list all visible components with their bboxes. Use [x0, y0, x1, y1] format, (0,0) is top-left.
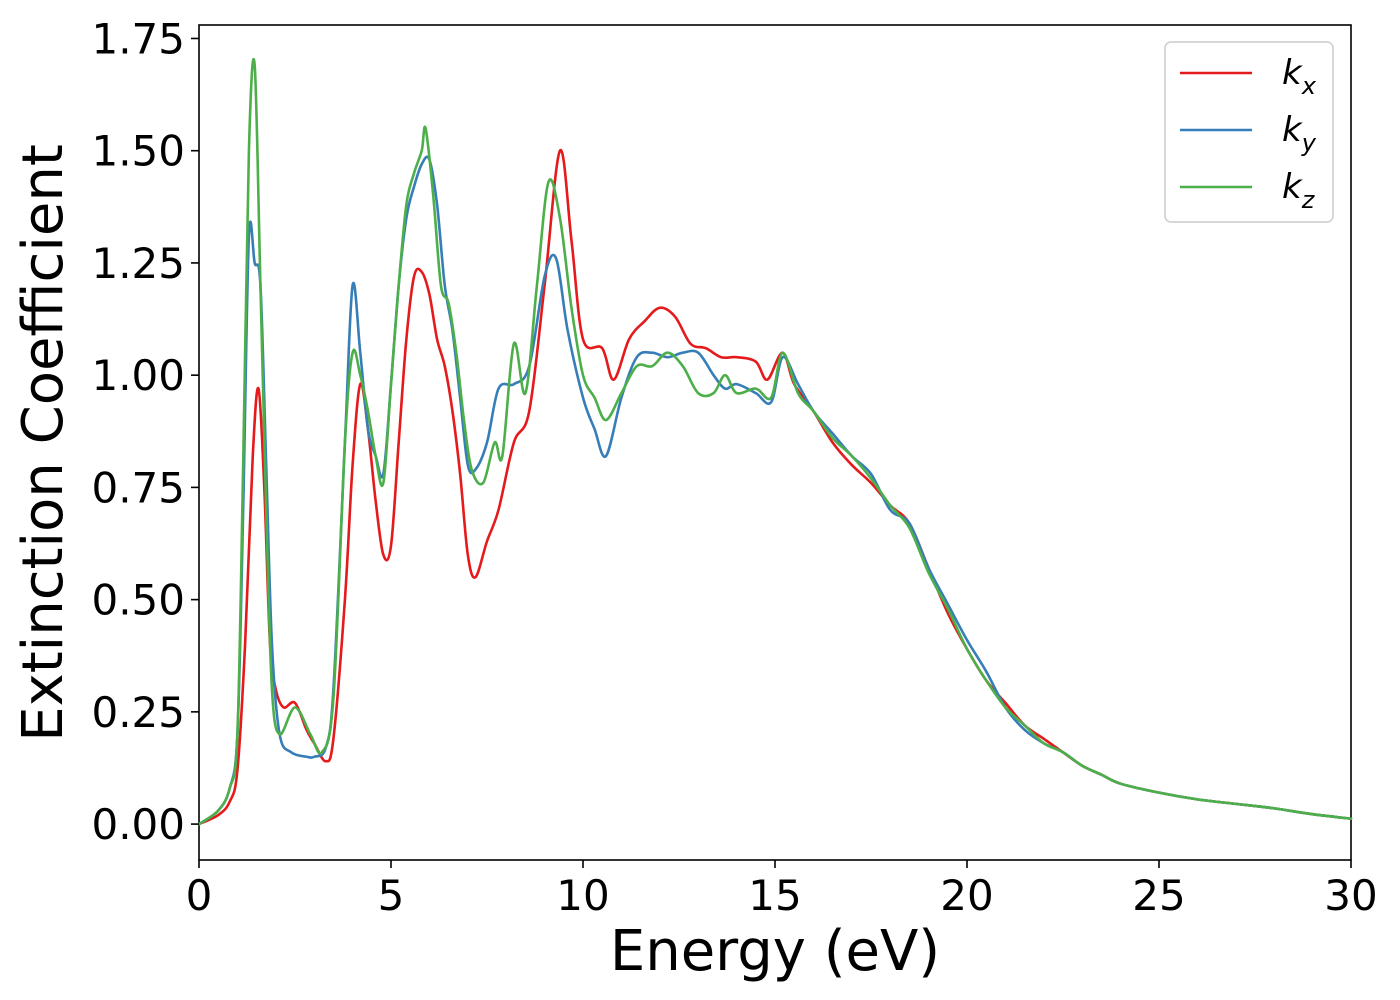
y-tick-label: 1.75: [91, 14, 185, 63]
x-axis-title: Energy (eV): [610, 919, 940, 984]
y-tick-label: 0.75: [91, 463, 185, 512]
series-line-z: [197, 58, 1353, 826]
legend-label-z: kz: [1282, 167, 1316, 214]
y-tick-label: 0.25: [91, 688, 185, 737]
x-tick-label: 20: [940, 871, 993, 920]
legend-label-subscript: x: [1301, 72, 1317, 100]
x-tick-label: 10: [556, 871, 609, 920]
y-tick-label: 1.50: [91, 127, 185, 176]
legend-label-base: k: [1282, 53, 1303, 93]
legend-label-x: kx: [1282, 53, 1317, 100]
x-axis: 0 5 10 15 20 25 30: [186, 860, 1378, 920]
y-tick-label: 1.00: [91, 351, 185, 400]
series-line-x: [197, 149, 1353, 826]
y-axis-title: Extinction Coefficient: [11, 144, 76, 742]
y-tick-label: 0.50: [91, 576, 185, 625]
legend-label-base: k: [1282, 110, 1303, 150]
legend-label-subscript: z: [1301, 186, 1316, 214]
y-tick-label: 0.00: [91, 800, 185, 849]
series-layer: [197, 58, 1353, 826]
x-tick-label: 15: [748, 871, 801, 920]
y-axis: 0.00 0.25 0.50 0.75 1.00 1.25 1.50 1.75: [91, 14, 199, 849]
x-tick-label: 0: [186, 871, 213, 920]
x-tick-label: 5: [378, 871, 405, 920]
x-tick-label: 25: [1132, 871, 1185, 920]
legend-box: [1164, 41, 1334, 223]
x-tick-label: 30: [1324, 871, 1377, 920]
legend-label-subscript: y: [1301, 129, 1317, 157]
series-line-y: [197, 155, 1353, 826]
legend-label-y: ky: [1282, 110, 1317, 157]
legend-label-base: k: [1282, 167, 1303, 207]
y-tick-label: 1.25: [91, 239, 185, 288]
